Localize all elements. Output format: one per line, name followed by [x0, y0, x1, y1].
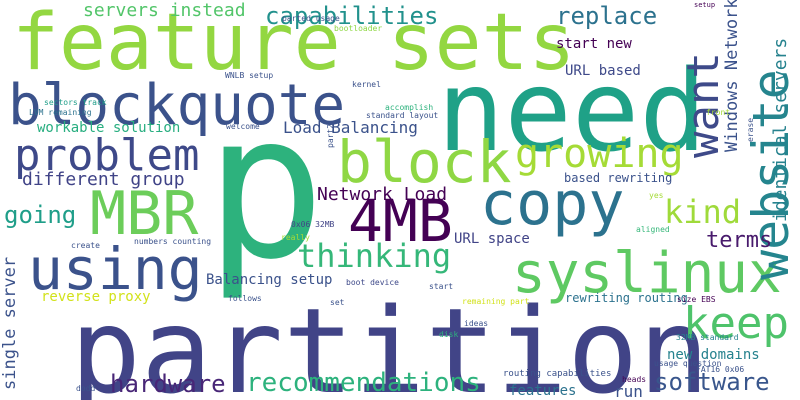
word-really: really — [281, 233, 310, 242]
word-aligned: aligned — [636, 225, 670, 234]
word-lvm-remaining: LVM remaining — [29, 108, 92, 117]
word-numbers-counting: numbers counting — [134, 237, 212, 246]
word-create: create — [71, 241, 100, 250]
word-hardware: hardware — [110, 370, 226, 398]
word-standard-layout: standard layout — [366, 111, 439, 120]
word-follows: follows — [228, 294, 262, 303]
word-recommendations: recommendations — [246, 368, 481, 398]
word-bootloader: bootloader — [334, 24, 383, 33]
word-sectors-track: sectors track — [44, 98, 107, 107]
word-welcome: welcome — [226, 122, 260, 131]
word-want: want — [678, 52, 729, 158]
word-single-server: single server — [0, 256, 20, 390]
word-setup: setup — [694, 1, 716, 9]
word-partition: partition — [70, 282, 710, 400]
word-kind: kind — [664, 193, 742, 231]
word-growing: growing — [515, 131, 684, 177]
word-usage-question: usage question — [654, 359, 722, 368]
word-disk: disk — [439, 330, 459, 339]
word-feature-sets: feature sets — [12, 0, 576, 88]
word-erase: erase — [746, 117, 755, 142]
word-load-balancing: Load Balancing — [283, 118, 418, 137]
word-block: block — [337, 128, 512, 196]
word-problem: problem — [14, 130, 200, 181]
word-servers-instead: servers instead — [83, 0, 246, 21]
word-kernel: kernel — [352, 80, 381, 89]
word-set: set — [330, 298, 345, 307]
word-going: going — [4, 201, 77, 229]
word-thinking: thinking — [297, 237, 452, 275]
word-balancing-setup: Balancing setup — [206, 272, 333, 288]
word-software: software — [654, 368, 770, 396]
word-wnlb-setup: WNLB setup — [225, 71, 274, 80]
word-url-based: URL based — [565, 63, 641, 79]
word-mbr: MBR — [90, 179, 199, 249]
word-url-space: URL space — [454, 231, 530, 247]
word-front: front — [706, 108, 731, 117]
word-accomplish: accomplish — [385, 103, 434, 112]
word-yes: yes — [649, 191, 664, 200]
word-syslinux: syslinux — [512, 241, 782, 306]
word-32mb-standard: 32MB standard — [676, 333, 739, 342]
word-replace: replace — [556, 2, 658, 30]
word-remaining-part: remaining part — [462, 297, 530, 306]
word-run: run — [614, 382, 643, 400]
word-identical-servers: identical servers — [770, 37, 791, 222]
word-parted-usage: parted usage — [282, 14, 340, 23]
word-different-group: different group — [22, 169, 185, 190]
word-new-domains: new domains — [667, 347, 760, 363]
word-using: using — [28, 235, 203, 303]
word-capabilities: capabilities — [265, 2, 439, 30]
word-blockquote: blockquote — [8, 73, 346, 138]
word-p: p — [205, 71, 326, 304]
word-start: start — [429, 282, 454, 291]
word-network-load: Network Load — [317, 184, 448, 205]
word-dodd: dodd — [76, 384, 96, 393]
word-fat16-0x06: FAT16 0x06 — [696, 365, 745, 374]
word-heads: heads — [622, 375, 647, 384]
word-copy: copy — [480, 169, 625, 239]
word-windows-network: Windows Network — [722, 0, 742, 152]
word-part2: part2 — [326, 123, 335, 148]
word-ideas: ideas — [464, 319, 489, 328]
word-0x06-32mb: 0x06 32MB — [291, 220, 335, 229]
word-terms: terms — [706, 228, 773, 253]
word-need: need — [437, 47, 707, 177]
word-keep: keep — [683, 298, 789, 349]
word-boot-device: boot device — [346, 278, 399, 287]
word-workable-solution: workable solution — [37, 120, 181, 136]
word-features: features — [509, 383, 577, 399]
word-4mb: 4MB — [348, 187, 453, 255]
word-reverse-proxy: reverse proxy — [41, 289, 151, 305]
word-start-new: start new — [556, 36, 632, 52]
word-based-rewriting: based rewriting — [564, 171, 673, 185]
word-size-ebs: size EBS — [677, 295, 716, 304]
word-routing-capabilities: routing capabilities — [503, 369, 612, 379]
word-rewriting-routing: rewriting routing — [565, 291, 688, 305]
